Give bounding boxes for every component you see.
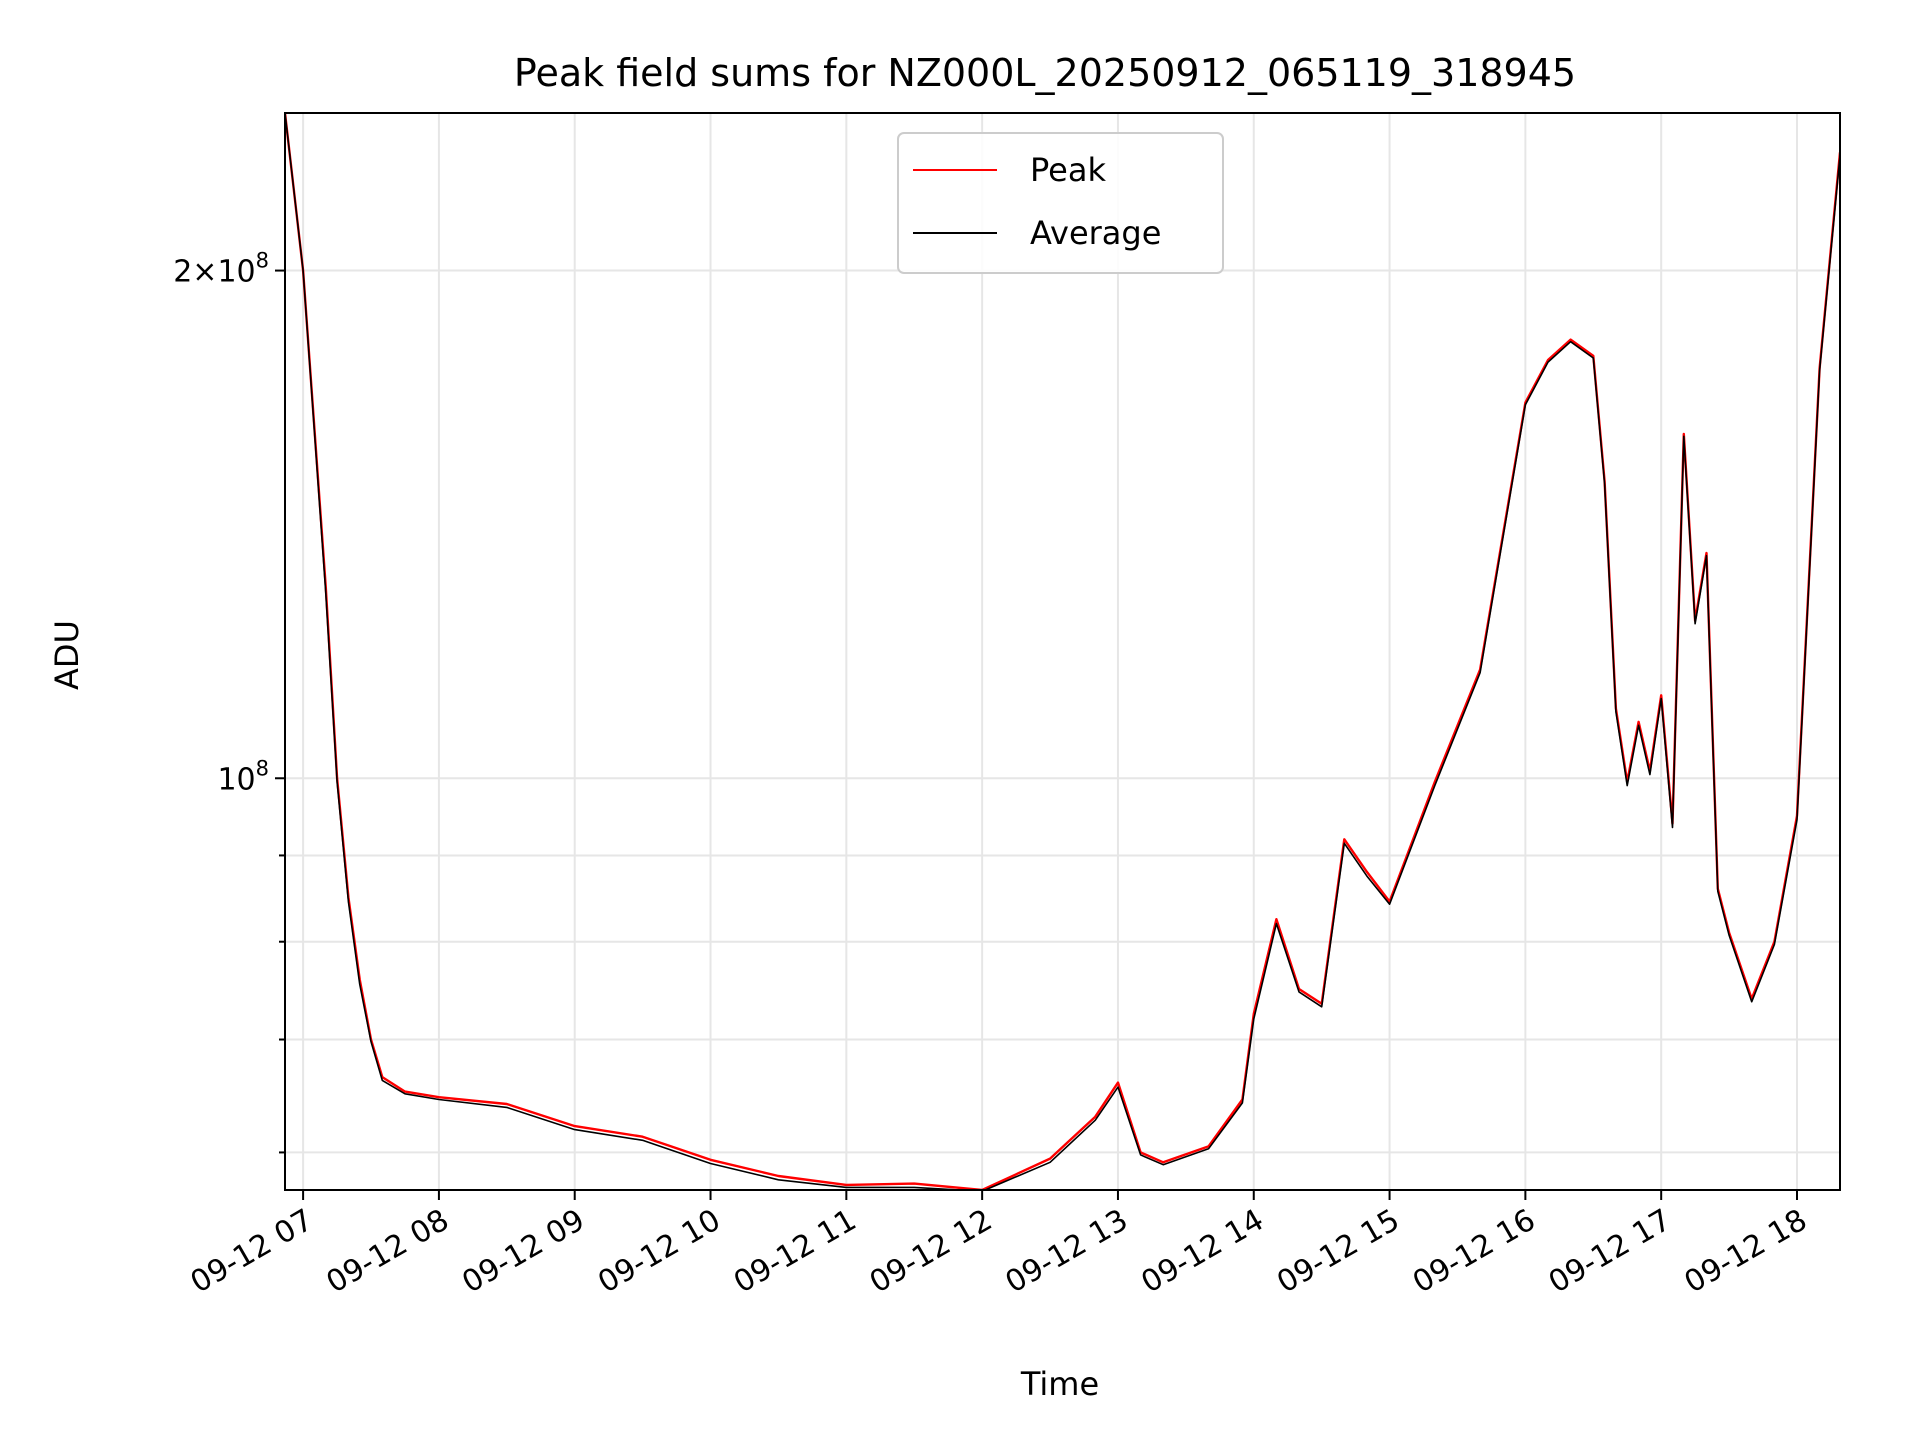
legend-box [897,132,1224,274]
series-line-average [285,113,1840,1190]
y-axis: 108 2×108 [173,249,285,1154]
y-tick-label: 2×108 [173,249,269,290]
series-line-peak [285,113,1840,1190]
legend-entry: Peak [1030,151,1106,189]
legend: Peak Average [897,132,1224,274]
legend-entry: Average [1030,214,1161,252]
plot-frame [284,112,1841,1191]
series-layer [285,113,1840,1190]
y-axis-label: ADU [48,620,86,690]
grid [285,113,1840,1190]
x-axis-label: Time [1020,1365,1099,1403]
y-tick-label: 108 [217,756,269,797]
chart-title: Peak field sums for NZ000L_20250912_0651… [514,51,1576,95]
